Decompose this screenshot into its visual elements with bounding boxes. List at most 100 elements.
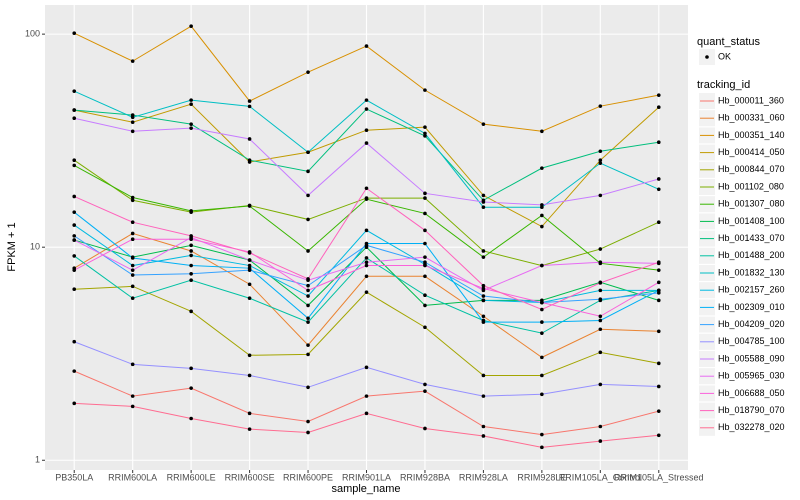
data-point [423,382,427,387]
data-point [189,24,193,28]
data-point [364,98,369,102]
data-point [72,116,77,121]
data-point [656,288,661,293]
legend-label: Hb_001307_080 [718,199,785,209]
data-point [72,254,77,258]
data-point [247,104,252,109]
data-point [189,278,193,282]
data-point [247,282,252,287]
legend-label: Hb_000844_070 [718,164,785,174]
data-point [130,120,135,125]
data-point [306,430,310,435]
data-point [481,122,486,126]
data-point [423,325,427,330]
legend-label: Hb_000011_360 [718,95,784,105]
data-point [481,200,486,204]
legend-label: Hb_000414_050 [718,147,785,157]
data-point [481,373,486,378]
data-point [189,98,193,102]
x-tick-label: RRIM600SE [225,472,275,482]
data-point [72,339,77,344]
legend-label: Hb_002309_010 [718,302,785,312]
data-point [598,424,603,429]
data-point [656,433,661,438]
data-point [306,169,310,174]
data-point [540,307,544,312]
data-point [306,249,310,253]
legend-label: Hb_004209_020 [718,319,785,329]
data-point [247,411,252,416]
legend-label: Hb_001832_130 [718,267,785,277]
data-point [540,373,544,378]
data-point [540,331,544,335]
data-point [72,223,77,227]
data-point [306,288,310,293]
data-point [130,256,135,260]
data-point [656,361,661,366]
data-point [598,314,603,319]
data-point [598,327,603,332]
y-tick-label: 100 [25,29,40,39]
data-point [598,318,603,323]
data-point [364,243,369,248]
data-point [189,126,193,130]
x-tick-label: RRIM600PE [283,472,333,482]
legend-label: Hb_018790_070 [718,405,785,415]
data-point [306,193,310,198]
data-point [423,426,427,431]
data-point [306,316,310,321]
data-point [130,268,135,272]
data-point [189,237,193,242]
legend-label: Hb_000351_140 [718,130,785,140]
data-point [306,70,310,74]
legend-label: Hb_001408_100 [718,216,785,226]
data-point [72,268,77,272]
x-tick-label: RRIM600LA [108,472,157,482]
data-point [540,263,544,268]
data-point [130,129,135,134]
y-tick-label: 1 [35,455,40,465]
data-point [423,303,427,308]
data-point [247,251,252,255]
x-axis-title: sample_name [331,483,400,495]
data-point [656,329,661,334]
data-point [189,243,193,248]
legend-label: Hb_005965_030 [718,371,785,381]
data-point [306,150,310,155]
data-point [540,213,544,218]
data-point [481,424,486,429]
data-point [189,272,193,276]
data-point [130,198,135,203]
data-point [540,432,544,437]
data-point [247,373,252,378]
legend-label: Hb_002157_260 [718,285,785,295]
data-point [364,107,369,111]
data-point [72,401,77,406]
data-point [130,284,135,289]
data-point [481,255,486,259]
data-point [423,134,427,138]
x-tick-label: PB350LA [55,472,93,482]
data-point [423,88,427,92]
point-legend-title: quant_status [697,36,760,48]
data-point [72,194,77,199]
data-point [247,137,252,141]
data-point [423,125,427,129]
x-tick-label: RRIM928LE [517,472,566,482]
data-point [130,237,135,242]
data-point [364,274,369,279]
y-axis-title: FPKM + 1 [6,222,18,271]
data-point [656,187,661,192]
data-point [540,320,544,324]
data-point [364,197,369,201]
x-tick-label: RRIM928BA [400,472,450,482]
data-point [306,419,310,424]
data-point [306,303,310,308]
data-point [423,191,427,196]
x-tick-label: RRIM600LE [167,472,216,482]
data-point [72,31,77,36]
data-point [364,260,369,265]
data-point [656,384,661,389]
data-point [656,105,661,109]
